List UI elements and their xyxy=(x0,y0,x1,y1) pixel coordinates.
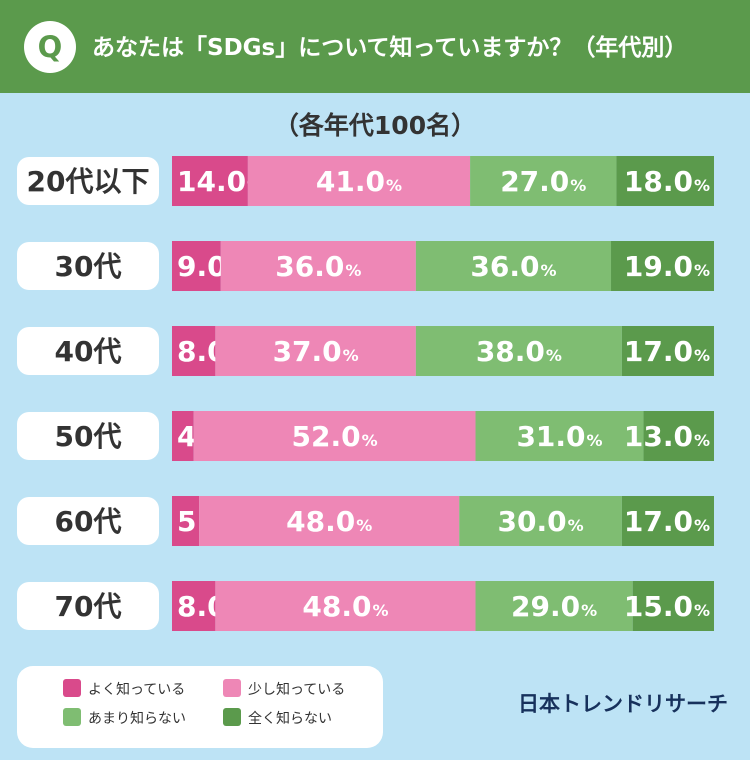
category-label-box xyxy=(17,157,159,205)
category-label-box xyxy=(17,497,159,545)
data-label: 19.0% xyxy=(624,250,710,283)
bar-segment xyxy=(172,411,194,461)
data-label: 37.0% xyxy=(273,335,359,368)
bar-segment xyxy=(470,156,617,206)
category-label: 60代 xyxy=(55,505,122,538)
category-label-box xyxy=(17,242,159,290)
bar-segment xyxy=(632,581,714,631)
bar-segment xyxy=(643,411,714,461)
bar-segment xyxy=(611,241,714,291)
brand-logo-text: 日本トレンドリサーチ xyxy=(518,692,728,716)
data-label: 48.0% xyxy=(286,505,372,538)
bar-segment xyxy=(172,326,216,376)
bar-segment xyxy=(616,156,714,206)
legend-label-not-at-all: 全く知らない xyxy=(248,711,332,727)
bar-segment xyxy=(172,156,248,206)
legend-label-know-well: よく知っている xyxy=(88,682,186,698)
bar-segment xyxy=(193,411,476,461)
bar-segment xyxy=(172,496,200,546)
legend-label-know-little: 少し知っている xyxy=(248,682,346,698)
legend: よく知っている 少し知っている あまり知らない 全く知らない xyxy=(17,666,383,748)
legend-label-not-much: あまり知らない xyxy=(88,711,186,727)
category-label: 30代 xyxy=(55,250,122,283)
data-label: 48.0% xyxy=(302,590,388,623)
category-label: 20代以下 xyxy=(27,165,150,198)
bar-segment xyxy=(475,411,644,461)
legend-swatch-know-little xyxy=(223,679,241,697)
data-label: 36.0% xyxy=(275,250,361,283)
bar-segment xyxy=(247,156,471,206)
category-label-box xyxy=(17,412,159,460)
data-label: 52.0% xyxy=(292,420,378,453)
bar-segment xyxy=(215,326,416,376)
legend-swatch-know-well xyxy=(63,679,81,697)
category-label: 40代 xyxy=(55,335,122,368)
category-label-box xyxy=(17,327,159,375)
data-label: 27.0% xyxy=(500,165,586,198)
question-badge: Q xyxy=(24,21,76,73)
category-label: 50代 xyxy=(55,420,122,453)
data-label: 30.0% xyxy=(497,505,583,538)
bar-segment xyxy=(199,496,460,546)
data-label: 29.0% xyxy=(511,590,597,623)
bar-segment xyxy=(475,581,633,631)
question-title: あなたは「SDGs」について知っていますか？（年代別） xyxy=(92,35,688,61)
category-label: 70代 xyxy=(55,590,122,623)
data-label: 15.0% xyxy=(624,590,710,623)
bar-segment xyxy=(621,326,714,376)
bar-segment xyxy=(215,581,476,631)
bar-segment xyxy=(621,496,714,546)
data-label: 36.0% xyxy=(470,250,556,283)
data-label: 31.0% xyxy=(516,420,602,453)
data-label: 13.0% xyxy=(624,420,710,453)
legend-swatch-not-much xyxy=(63,708,81,726)
data-label: 41.0% xyxy=(316,165,402,198)
category-label-box xyxy=(17,582,159,630)
legend-swatch-not-at-all xyxy=(223,708,241,726)
data-label: 17.0% xyxy=(624,335,710,368)
bar-segment xyxy=(459,496,622,546)
data-label: 38.0% xyxy=(476,335,562,368)
bar-segment xyxy=(172,581,216,631)
bar-segment xyxy=(220,241,416,291)
bar-segment xyxy=(415,326,622,376)
data-label: 18.0% xyxy=(624,165,710,198)
stacked-bar-chart: 20代以下14.0%41.0%27.0%18.0%30代9.0%36.0%36.… xyxy=(17,156,714,631)
header-bar: Q あなたは「SDGs」について知っていますか？（年代別） xyxy=(0,0,750,93)
bar-segment xyxy=(415,241,612,291)
chart-subtitle: （各年代100名） xyxy=(273,111,477,140)
data-label: 17.0% xyxy=(624,505,710,538)
bar-segment xyxy=(172,241,221,291)
